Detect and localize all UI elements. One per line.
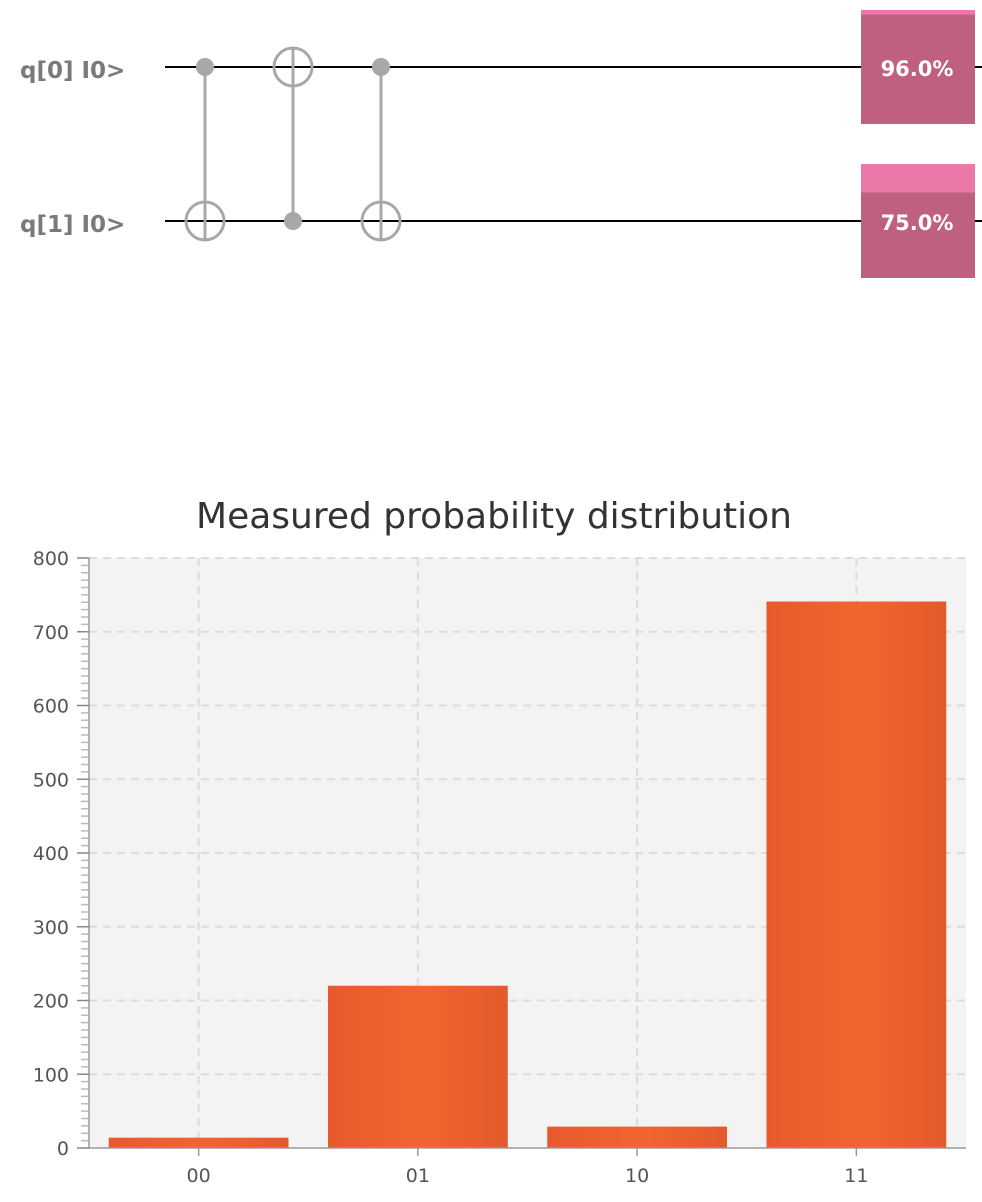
cnot-control-dot xyxy=(284,212,302,230)
x-tick-label: 00 xyxy=(187,1165,211,1187)
bar-11 xyxy=(766,601,947,1148)
measurement-label-1: 75.0% xyxy=(881,211,954,235)
quantum-circuit: q[0] I0> q[1] I0> 96.0% 75.0% xyxy=(20,10,982,278)
y-tick-label: 300 xyxy=(33,917,69,939)
y-tick-label: 500 xyxy=(33,769,69,791)
y-tick-label: 700 xyxy=(33,622,69,644)
y-tick-label: 0 xyxy=(57,1138,69,1160)
x-tick-label: 10 xyxy=(625,1165,649,1187)
bar-10 xyxy=(547,1126,728,1148)
measurement-meter-0 xyxy=(861,10,975,125)
y-tick-label: 200 xyxy=(33,991,69,1013)
measurement-meter-1 xyxy=(861,164,975,278)
qubit-row-0: q[0] I0> xyxy=(20,58,982,84)
measurement-labels: 96.0% 75.0% xyxy=(881,57,954,235)
meter-fill xyxy=(861,14,975,125)
measurement-label-0: 96.0% xyxy=(881,57,954,81)
x-tick-label: 11 xyxy=(844,1165,868,1187)
y-tick-label: 800 xyxy=(33,548,69,570)
cnot-gate-0 xyxy=(184,58,226,242)
bars-layer xyxy=(108,601,947,1148)
y-tick-label: 400 xyxy=(33,843,69,865)
qubit-label-1: q[1] I0> xyxy=(20,212,125,238)
gates-layer xyxy=(184,46,402,242)
y-tick-label: 100 xyxy=(33,1064,69,1086)
qubit-label-0: q[0] I0> xyxy=(20,58,125,84)
cnot-gate-2 xyxy=(360,58,402,242)
meters-layer xyxy=(861,10,975,278)
x-tick-label: 01 xyxy=(406,1165,430,1187)
cnot-control-dot xyxy=(196,58,214,76)
axes-layer: 0 100 200 300 400 500 600 700 800 00 01 10 11 xyxy=(33,548,966,1187)
y-tick-label: 600 xyxy=(33,696,69,718)
bar-01 xyxy=(327,985,508,1148)
cnot-gate-1 xyxy=(272,46,314,230)
cnot-control-dot xyxy=(372,58,390,76)
chart-title: Measured probability distribution xyxy=(196,496,792,537)
meter-fill xyxy=(861,192,975,278)
bar-00 xyxy=(108,1137,289,1148)
